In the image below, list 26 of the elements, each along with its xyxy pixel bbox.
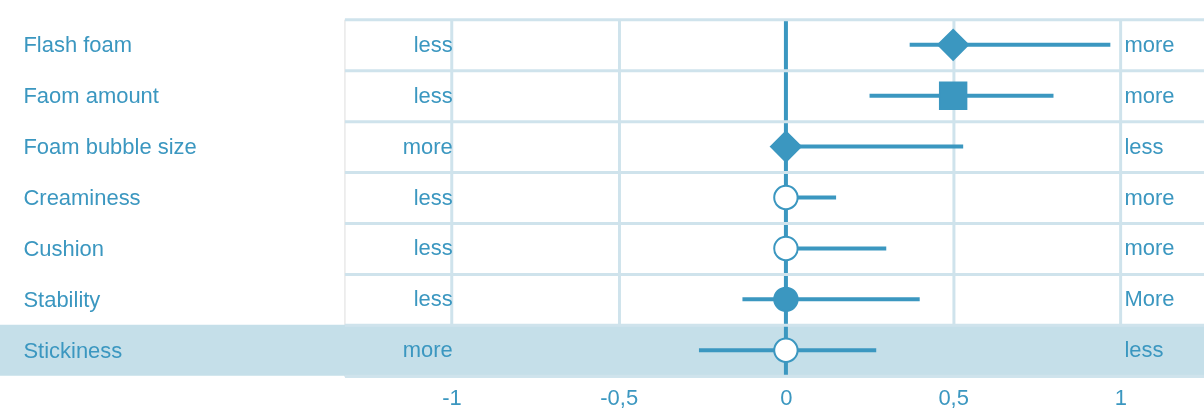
annotation: More <box>1124 286 1175 312</box>
annotation: less <box>1124 337 1164 363</box>
annotation: less <box>413 235 453 261</box>
annotation: more <box>1124 184 1175 210</box>
annotation: more <box>1124 235 1175 261</box>
x-tick-label: 0,5 <box>938 385 969 411</box>
annotation: less <box>413 31 453 57</box>
x-tick-label: 0 <box>780 385 793 411</box>
annotation: less <box>413 82 453 108</box>
annotation: more <box>1124 31 1175 57</box>
x-tick-label: -0,5 <box>600 385 639 411</box>
y-tick-label: Creaminess <box>23 185 141 210</box>
x-tick-label: -1 <box>442 385 462 411</box>
y-tick-label: Stickiness <box>23 337 123 363</box>
annotation: more <box>402 133 453 159</box>
annotation: more <box>402 337 453 363</box>
y-tick-label: Foam bubble size <box>23 134 197 160</box>
annotation: more <box>1124 82 1175 108</box>
annotation: less <box>413 286 453 312</box>
x-tick-label: 1 <box>1114 385 1127 411</box>
y-tick-label: Faom amount <box>23 83 159 109</box>
y-tick-label: Flash foam <box>23 32 133 58</box>
y-tick-label: Stability <box>23 286 101 312</box>
y-tick-label: Cushion <box>23 235 105 261</box>
annotation: less <box>413 184 453 210</box>
annotation: less <box>1124 133 1164 159</box>
